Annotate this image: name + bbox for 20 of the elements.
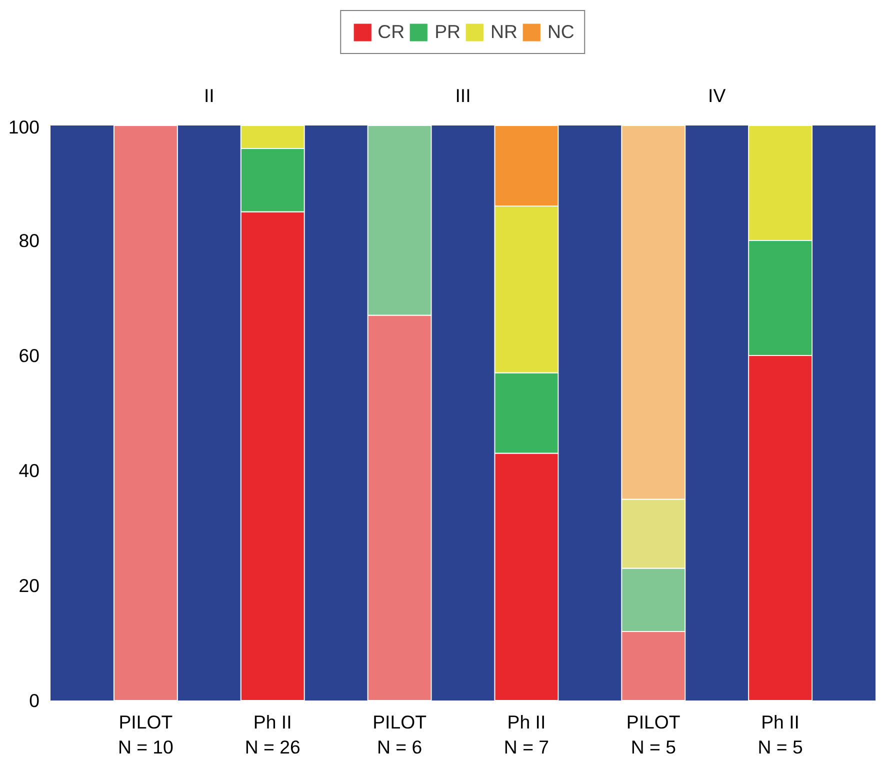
y-tick-label: 80 [18, 230, 40, 251]
x-tick-label: PILOT N = 5 [626, 712, 680, 758]
y-tick-label: 40 [18, 460, 40, 481]
text: IV [708, 85, 726, 106]
legend-label: PR [434, 21, 460, 43]
bar [113, 126, 178, 700]
y-tick-label: 60 [18, 345, 40, 366]
legend-label: NC [547, 21, 574, 43]
x-tick-label: Ph II N = 26 [244, 712, 300, 758]
x-tick-label: Ph II N = 5 [758, 712, 803, 758]
y-tick-label: 0 [29, 690, 40, 711]
legend-label: CR [378, 21, 405, 43]
y-tick-label: 20 [18, 575, 40, 596]
text: II [204, 85, 214, 106]
x-tick-label: Ph II N = 7 [504, 712, 550, 758]
text: III [455, 85, 471, 106]
y-tick-label: 100 [8, 116, 40, 138]
legend-label: NR [490, 21, 518, 43]
x-tick-label: PILOT N = 10 [118, 712, 174, 758]
x-tick-label: PILOT N = 6 [372, 712, 427, 758]
